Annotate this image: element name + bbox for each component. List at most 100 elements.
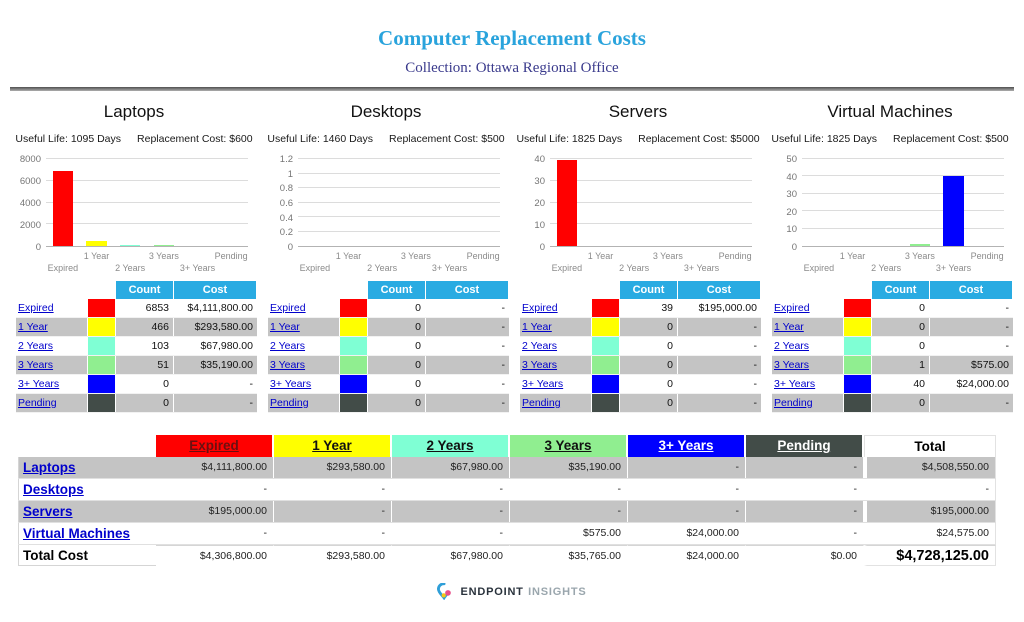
x-axis-label-3plus-years: 3+ Years	[431, 263, 468, 273]
link-2-years[interactable]: 2 Years	[522, 340, 558, 352]
cost-cell: $35,190.00	[200, 359, 253, 371]
link-1-year[interactable]: 1 Year	[522, 321, 552, 333]
total-value-pending: $0.00	[746, 545, 864, 566]
x-axis-labels: Expired 1 Year 2 Years 3 Years 3+ Years Pendi…	[550, 249, 752, 277]
color-swatch-expired	[340, 299, 368, 317]
color-swatch-expired	[88, 299, 116, 317]
cost-cell: -	[249, 378, 254, 390]
link-expired[interactable]: Expired	[774, 302, 810, 314]
chart-virtual-machines: 0 10 20 30 40 50 Expired 1 Year 2 Years 3 Years 3+…	[766, 153, 1014, 277]
cost-column-header: Cost	[174, 281, 257, 299]
cost-cell: $195,000.00	[698, 302, 757, 314]
category-cell: Pending	[16, 394, 88, 412]
link-3plus-years[interactable]: 3+ Years	[270, 378, 312, 390]
category-cell: 3 Years	[772, 356, 844, 374]
link-1-year[interactable]: 1 Year	[18, 321, 48, 333]
link-pending[interactable]: Pending	[522, 397, 561, 409]
y-axis-tick: 10	[534, 220, 545, 231]
x-axis-label-2-years: 2 Years	[115, 263, 146, 273]
link-1-year[interactable]: 1 Year	[774, 321, 804, 333]
link-laptops[interactable]: Laptops	[23, 460, 76, 475]
link-3-years[interactable]: 3 Years	[774, 359, 810, 371]
summary-header-3plus-years[interactable]: 3+ Years	[628, 435, 746, 457]
mini-table-header: Count Cost	[16, 281, 257, 299]
cost-cell: -	[501, 340, 506, 352]
cost-cell: $24,000.00	[956, 378, 1009, 390]
summary-header-3-years[interactable]: 3 Years	[510, 435, 628, 457]
link-2-years[interactable]: 2 Years	[774, 340, 810, 352]
summary-header-1-year[interactable]: 1 Year	[274, 435, 392, 457]
color-swatch-3-years	[844, 356, 872, 374]
brand-insights: INSIGHTS	[528, 586, 587, 598]
replacement-cost-laptops: Replacement Cost: $600	[137, 133, 253, 145]
link-pending[interactable]: Pending	[270, 397, 309, 409]
count-cell: 0	[368, 299, 426, 317]
cost-cell: -	[1005, 302, 1010, 314]
link-expired[interactable]: Expired	[18, 302, 54, 314]
section-title-laptops: Laptops	[103, 102, 165, 121]
cost-cell: -	[753, 378, 758, 390]
cost-cell: -	[501, 359, 506, 371]
summary-header-pending[interactable]: Pending	[746, 435, 864, 457]
y-axis-tick: 0	[287, 242, 293, 253]
count-cell: 0	[620, 318, 678, 336]
total-value-3-years: $35,765.00	[510, 545, 628, 566]
link-pending[interactable]: Pending	[774, 397, 813, 409]
page-title: Computer Replacement Costs	[378, 26, 646, 50]
x-axis-label-2-years: 2 Years	[871, 263, 902, 273]
x-axis-label-2-years: 2 Years	[619, 263, 650, 273]
link-3-years[interactable]: 3 Years	[270, 359, 306, 371]
replacement-cost-servers: Replacement Cost: $5000	[638, 133, 760, 145]
color-swatch-pending	[844, 394, 872, 412]
header-spacer	[844, 281, 872, 299]
table-row-3plus-years: 3+ Years 40 $24,000.00	[772, 375, 1013, 394]
color-swatch-pending	[88, 394, 116, 412]
link-servers[interactable]: Servers	[23, 504, 73, 519]
count-column-header: Count	[620, 281, 678, 299]
link-3-years[interactable]: 3 Years	[522, 359, 558, 371]
link-expired[interactable]: Expired	[522, 302, 558, 314]
section-laptops: Laptops Useful Life: 1095 Days Replacement…	[8, 91, 260, 413]
total-value-1-year: $293,580.00	[274, 545, 392, 566]
mini-table-virtual-machines: Count Cost Expired 0 - 1 Year 0 - 2 Years 0 - 3 Yea…	[772, 281, 1013, 413]
link-1-year[interactable]: 1 Year	[270, 321, 300, 333]
summary-value-1-year: -	[274, 523, 392, 544]
x-axis-label-1-year: 1 Year	[587, 251, 614, 261]
category-cell: 3+ Years	[268, 375, 340, 393]
link-3-years[interactable]: 3 Years	[18, 359, 54, 371]
cost-cell: -	[249, 397, 254, 409]
gridline	[298, 158, 500, 159]
category-cell: Expired	[268, 299, 340, 317]
brand-endpoint: ENDPOINT	[460, 586, 524, 598]
category-cell: 3 Years	[268, 356, 340, 374]
link-3plus-years[interactable]: 3+ Years	[774, 378, 816, 390]
cost-cell: $575.00	[971, 359, 1009, 371]
link-2-years[interactable]: 2 Years	[18, 340, 54, 352]
summary-header-2-years[interactable]: 2 Years	[392, 435, 510, 457]
link-3plus-years[interactable]: 3+ Years	[18, 378, 60, 390]
link-virtual-machines[interactable]: Virtual Machines	[23, 526, 131, 541]
link-3plus-years[interactable]: 3+ Years	[522, 378, 564, 390]
summary-header-expired[interactable]: Expired	[156, 435, 274, 457]
summary-value-3-years: $575.00	[510, 523, 628, 544]
color-swatch-pending	[340, 394, 368, 412]
summary-cost-table: Expired 1 Year 2 Years 3 Years 3+ Years Pendi…	[18, 435, 996, 566]
summary-value-expired: -	[156, 479, 274, 500]
link-2-years[interactable]: 2 Years	[270, 340, 306, 352]
count-cell: 0	[368, 394, 426, 412]
category-cell: 3+ Years	[520, 375, 592, 393]
summary-row-servers: Servers $195,000.00- - - - - $195,000.00	[18, 501, 996, 523]
useful-life-desktops: Useful Life: 1460 Days	[267, 133, 374, 145]
x-axis-label-expired: Expired	[551, 263, 583, 273]
table-row-pending: Pending 0 -	[268, 394, 509, 413]
link-expired[interactable]: Expired	[270, 302, 306, 314]
count-cell: 0	[116, 394, 174, 412]
summary-total-cell: $195,000.00	[864, 501, 996, 522]
table-row-expired: Expired 0 -	[772, 299, 1013, 318]
section-title-virtual-machines: Virtual Machines	[827, 102, 953, 121]
y-axis-tick: 0.4	[279, 212, 293, 224]
link-pending[interactable]: Pending	[18, 397, 57, 409]
chart-servers: 0 10 20 30 40 Expired 1 Year 2 Years 3 Years 3+ Y…	[514, 153, 762, 277]
page-subtitle: Collection: Ottawa Regional Office	[405, 60, 619, 76]
link-desktops[interactable]: Desktops	[23, 482, 84, 497]
